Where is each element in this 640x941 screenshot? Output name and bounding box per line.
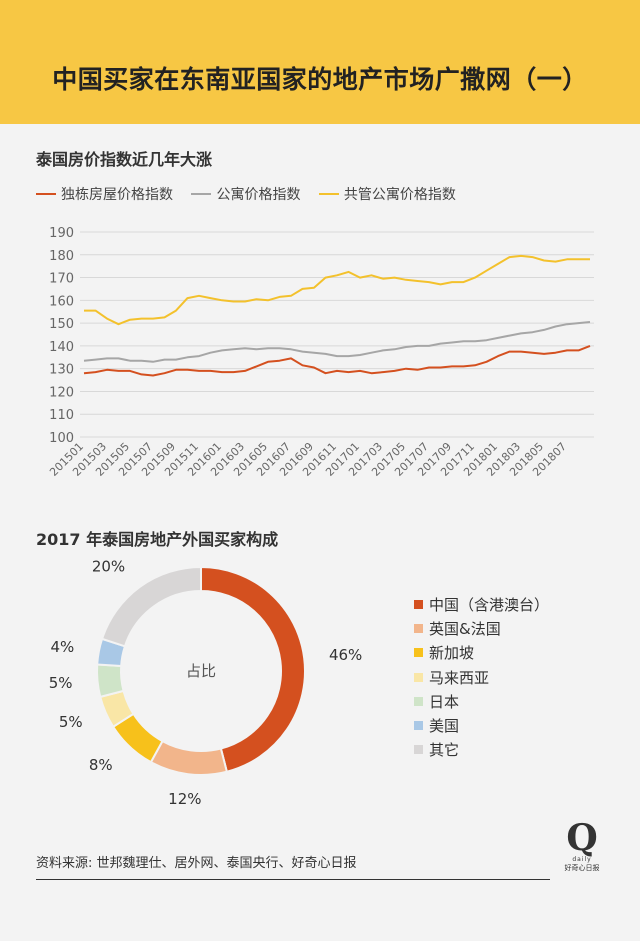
donut-legend-label: 新加坡 <box>429 644 475 663</box>
legend-item-apartment: 公寓价格指数 <box>191 184 300 204</box>
line-chart: 1001101201301401501601701801902015012015… <box>47 226 594 479</box>
y-tick-label: 180 <box>49 249 74 264</box>
donut-legend-swatch <box>414 696 423 706</box>
donut-slice-6 <box>100 565 202 648</box>
donut-legend-swatch <box>414 623 423 633</box>
donut-legend-item: 英国&法国 <box>414 616 549 640</box>
daily-logo: Q daily 好奇心日报 <box>553 820 611 873</box>
legend-swatch-condo <box>318 193 339 195</box>
y-tick-label: 170 <box>49 272 74 287</box>
logo-sub: daily <box>572 856 592 863</box>
y-tick-label: 150 <box>49 317 74 332</box>
donut-legend-label: 美国 <box>429 717 460 736</box>
donut-legend-swatch <box>414 648 423 658</box>
donut-legend-swatch <box>414 721 423 731</box>
donut-legend-label: 日本 <box>429 692 460 711</box>
donut-pct-label-6: 20% <box>92 558 125 576</box>
series-line-1 <box>83 321 591 363</box>
donut-pct-label-3: 5% <box>59 713 83 731</box>
donut-slice-0 <box>200 565 306 773</box>
page-title: 中国买家在东南亚国家的地产市场广撒网（一） <box>52 65 588 94</box>
donut-pct-label-2: 8% <box>89 756 113 774</box>
donut-chart-legend: 中国（含港澳台） 英国&法国新加坡马来西亚日本美国其它 <box>414 592 549 762</box>
donut-pct-label-1: 12% <box>168 790 201 808</box>
donut-center-label: 占比 <box>186 662 216 680</box>
series-line-2 <box>84 254 590 326</box>
legend-label-apartment: 公寓价格指数 <box>216 187 301 203</box>
y-tick-label: 100 <box>49 431 74 446</box>
y-tick-label: 140 <box>49 340 74 355</box>
y-tick-label: 120 <box>49 385 74 400</box>
donut-legend-swatch <box>414 672 423 682</box>
donut-legend-label: 马来西亚 <box>429 668 490 687</box>
donut-legend-item: 其它 <box>414 738 549 762</box>
legend-item-house: 独栋房屋价格指数 <box>36 184 173 204</box>
logo-cn: 好奇心日报 <box>564 864 600 872</box>
donut-legend-item: 日本 <box>414 689 549 713</box>
donut-legend-item: 新加坡 <box>414 641 549 665</box>
donut-legend-item: 马来西亚 <box>414 665 549 689</box>
donut-legend-label: 中国（含港澳台） <box>429 595 550 614</box>
donut-legend-swatch <box>414 599 423 609</box>
series-line-0 <box>83 344 591 377</box>
footer-divider <box>36 879 550 880</box>
donut-pct-label-0: 46% <box>329 646 362 664</box>
pie-chart-title: 2017 年泰国房地产外国买家构成 <box>36 530 279 549</box>
donut-legend-swatch <box>414 745 423 755</box>
legend-label-house: 独栋房屋价格指数 <box>61 187 173 203</box>
source-note: 资料来源: 世邦魏理仕、居外网、泰国央行、好奇心日报 <box>36 856 357 871</box>
donut-legend-item: 中国（含港澳台） <box>414 592 549 616</box>
line-chart-title: 泰国房价指数近几年大涨 <box>36 150 213 169</box>
legend-swatch-house <box>36 193 56 195</box>
y-tick-label: 130 <box>49 363 74 378</box>
donut-pct-label-4: 5% <box>49 674 73 692</box>
donut-slice-1 <box>149 739 229 776</box>
y-tick-label: 190 <box>49 226 74 241</box>
donut-pct-label-5: 4% <box>50 638 74 656</box>
line-chart-legend: 独栋房屋价格指数 公寓价格指数 共管公寓价格指数 <box>36 183 470 204</box>
legend-swatch-apartment <box>191 193 212 195</box>
donut-slice-4 <box>96 663 125 699</box>
legend-item-condo: 共管公寓价格指数 <box>318 184 456 204</box>
donut-legend-label: 其它 <box>429 741 460 760</box>
legend-label-condo: 共管公寓价格指数 <box>343 187 456 203</box>
header-banner: 中国买家在东南亚国家的地产市场广撒网（一） <box>0 0 640 124</box>
donut-legend-item: 美国 <box>414 713 549 737</box>
logo-letter: Q <box>566 817 598 859</box>
donut-legend-label: 英国&法国 <box>429 619 501 638</box>
y-tick-label: 160 <box>49 294 74 309</box>
y-tick-label: 110 <box>49 408 74 423</box>
donut-chart: 46% 12% 8% 5% 5% 4% 20% 占比 <box>49 558 363 808</box>
